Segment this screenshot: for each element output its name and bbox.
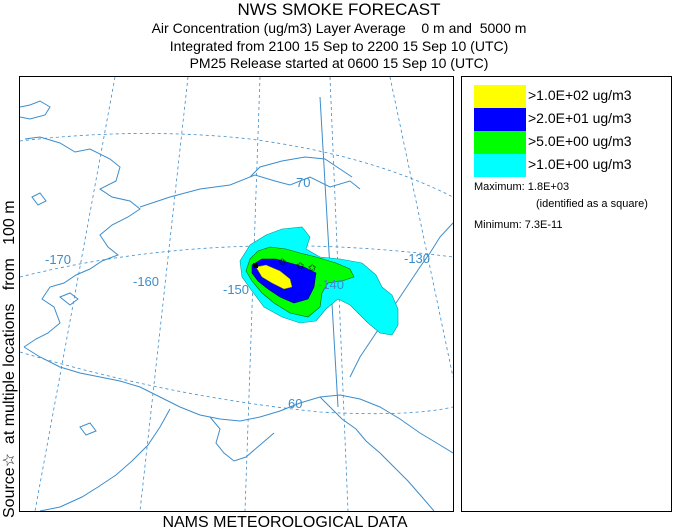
- smoke-plume: ✩ ✩ ✩: [239, 226, 399, 336]
- latitude-label: 70: [296, 175, 310, 190]
- integration-period: Integrated from 2100 15 Sep to 2200 15 S…: [169, 38, 509, 54]
- legend-panel: >1.0E+02 ug/m3 >2.0E+01 ug/m3 >5.0E+00 u…: [461, 76, 672, 512]
- latitude-label: 60: [288, 396, 302, 411]
- legend-label: >1.0E+00 ug/m3: [528, 156, 632, 172]
- legend-entry: >1.0E+00 ug/m3: [474, 154, 674, 177]
- legend-swatch: [474, 154, 526, 177]
- legend-entry: >1.0E+02 ug/m3: [474, 85, 674, 108]
- legend-swatch: [474, 131, 526, 154]
- legend-label: >2.0E+01 ug/m3: [528, 110, 632, 126]
- legend-entry: >5.0E+00 ug/m3: [474, 131, 674, 154]
- source-star-icon: ✩: [296, 261, 305, 272]
- forecast-title: NWS SMOKE FORECAST: [237, 0, 441, 19]
- legend-label: >5.0E+00 ug/m3: [528, 133, 632, 149]
- longitude-label: -170: [45, 252, 71, 267]
- legend-swatch: [474, 85, 526, 108]
- longitude-label: -150: [223, 282, 249, 297]
- longitude-label: -160: [133, 274, 159, 289]
- legend-label: >1.0E+02 ug/m3: [528, 87, 632, 103]
- longitude-label: -140: [318, 277, 344, 292]
- concentration-subtitle: Air Concentration (ug/m3) Layer Average …: [151, 20, 527, 36]
- legend-swatch: [474, 108, 526, 131]
- meteorological-data-label: NAMS METEOROLOGICAL DATA: [162, 514, 408, 531]
- source-side-label: Source☆ at multiple locations from 100 m: [1, 200, 18, 518]
- smoke-map: ✩ ✩ ✩ -170 -160 -150 -140 -130 70 60: [20, 77, 453, 511]
- minimum-value: Minimum: 7.3E-11: [474, 219, 563, 231]
- maximum-value: Maximum: 1.8E+03: [474, 181, 570, 193]
- legend-entry: >2.0E+01 ug/m3: [474, 108, 674, 131]
- source-star-icon: ✩: [278, 257, 287, 268]
- source-star-icon: ✩: [308, 263, 317, 274]
- release-info: PM25 Release started at 0600 15 Sep 10 (…: [189, 55, 489, 71]
- coastline: [20, 100, 453, 511]
- maximum-marker: [253, 263, 258, 268]
- map-panel: ✩ ✩ ✩ -170 -160 -150 -140 -130 70 60: [19, 76, 454, 512]
- maximum-note: (identified as a square): [536, 198, 648, 210]
- border-line: [319, 96, 339, 408]
- longitude-label: -130: [404, 251, 430, 266]
